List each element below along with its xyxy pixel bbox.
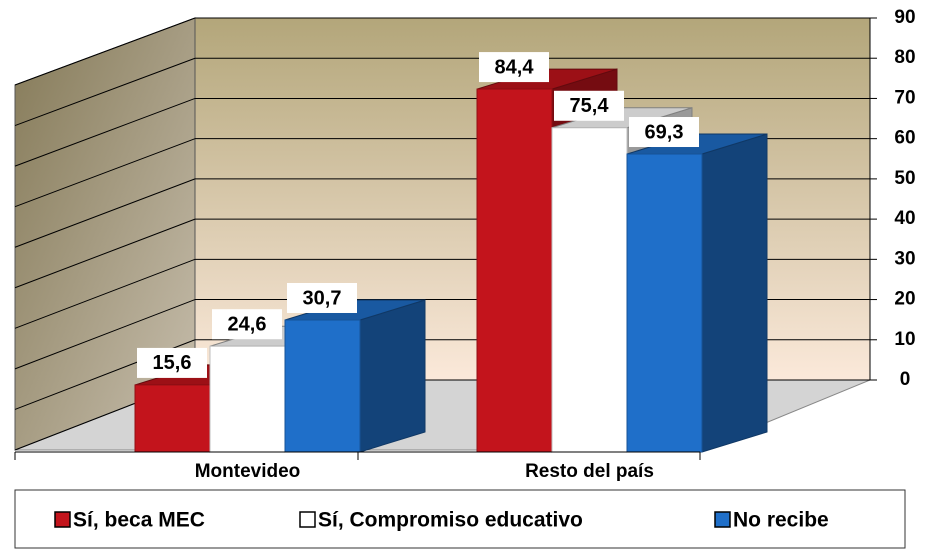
bar-side: [701, 133, 768, 453]
data-label-box: [212, 309, 282, 340]
y-tick-label: 70: [894, 87, 915, 108]
data-label: 30,7: [287, 282, 357, 313]
y-tick-label: 50: [894, 168, 915, 189]
data-label-box: [479, 52, 549, 83]
y-tick-label: 90: [894, 7, 915, 28]
y-tick-label: 40: [894, 208, 915, 229]
grid-line: [14, 258, 196, 329]
data-label: 69,3: [629, 117, 699, 148]
data-label-box: [554, 90, 624, 121]
legend-swatch: [714, 511, 731, 528]
bar-side: [359, 299, 426, 453]
data-label-box: [287, 282, 357, 313]
x-tick-label: Resto del país: [525, 461, 654, 482]
y-tick-label: 30: [894, 248, 915, 269]
grid-line: [14, 299, 196, 370]
data-label-text: 15,6: [153, 352, 192, 374]
bar: [209, 345, 286, 453]
data-label: 84,4: [479, 52, 549, 83]
data-label-box: [629, 117, 699, 148]
grid-line: [14, 57, 196, 127]
bar: [134, 384, 211, 453]
legend-swatch: [299, 511, 316, 528]
grid-line: [14, 178, 196, 248]
legend-label: No recibe: [733, 509, 829, 532]
bar: [476, 88, 553, 453]
data-label-box: [137, 347, 207, 378]
data-label: 24,6: [212, 309, 282, 340]
data-label-text: 69,3: [645, 121, 684, 143]
legend-label: Sí, Compromiso educativo: [318, 509, 583, 532]
data-label-text: 24,6: [228, 314, 267, 336]
data-label-text: 30,7: [303, 287, 342, 309]
data-label: 75,4: [554, 90, 624, 121]
x-tick-label: Montevideo: [195, 461, 301, 482]
data-label-text: 75,4: [570, 95, 610, 117]
y-tick-label: 80: [894, 47, 915, 68]
y-tick-label: 20: [894, 289, 915, 310]
grid-line: [14, 97, 196, 167]
grid-line: [14, 17, 196, 86]
bar: [551, 127, 628, 453]
y-tick-label: 60: [894, 128, 915, 149]
legend: [14, 489, 906, 549]
data-label: 15,6: [137, 347, 207, 378]
y-tick-label: 10: [894, 329, 915, 350]
legend-swatch: [54, 511, 71, 528]
y-tick-label: 0: [900, 369, 911, 390]
legend-label: Sí, beca MEC: [73, 509, 205, 532]
grid-line: [14, 138, 196, 208]
bar: [626, 153, 703, 453]
grid-line: [14, 218, 196, 289]
data-label-text: 84,4: [495, 56, 535, 78]
bar: [284, 319, 361, 453]
